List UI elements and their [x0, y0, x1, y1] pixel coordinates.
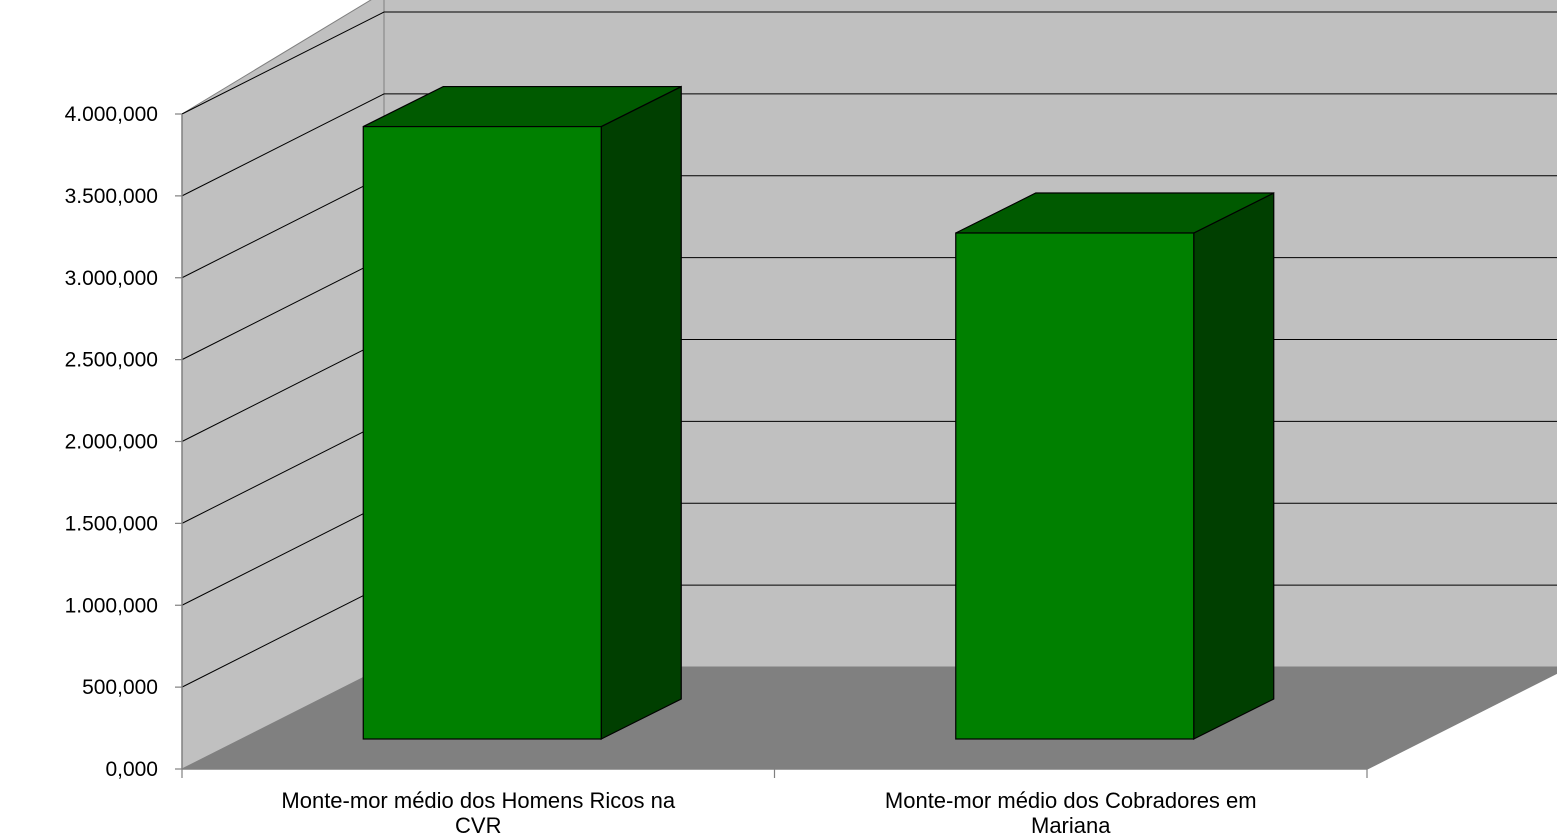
- y-tick-label: 2.500,000: [65, 349, 158, 372]
- y-tick-label: 4.000,000: [65, 103, 158, 126]
- bars: [362, 85, 1275, 740]
- axes: [175, 113, 1557, 778]
- y-tick-label: 1.500,000: [65, 512, 158, 535]
- y-tick-label: 2.000,000: [65, 431, 158, 454]
- gridline: [181, 93, 1557, 197]
- x-category-label: Monte-mor médio dos Cobradores em Mariana: [885, 788, 1257, 837]
- y-tick-label: 0,000: [105, 758, 158, 781]
- bar: [955, 192, 1275, 740]
- y-tick-label: 1.000,000: [65, 594, 158, 617]
- x-category-label: Monte-mor médio dos Homens Ricos na CVR: [281, 788, 675, 837]
- axis-labels: 0,000 500,000 1.000,000 1.500,000 2.000,000 2…: [65, 103, 1257, 837]
- y-tick-label: 3.000,000: [65, 267, 158, 290]
- y-tick-label: 3.500,000: [65, 185, 158, 208]
- bar: [362, 85, 682, 740]
- bar-side: [600, 85, 682, 740]
- gridline: [181, 11, 1557, 115]
- bar-front: [362, 125, 602, 740]
- side-wall: [181, 0, 385, 770]
- x-category-label-line: Mariana: [1031, 813, 1111, 837]
- y-tick-label: 500,000: [82, 676, 158, 699]
- x-category-label-line: CVR: [455, 813, 501, 837]
- x-category-label-line: Monte-mor médio dos Cobradores em: [885, 788, 1257, 813]
- bar-front: [955, 232, 1195, 740]
- x-category-label-line: Monte-mor médio dos Homens Ricos na: [281, 788, 675, 813]
- floor-edge: [1366, 672, 1557, 770]
- bar-side: [1193, 192, 1275, 740]
